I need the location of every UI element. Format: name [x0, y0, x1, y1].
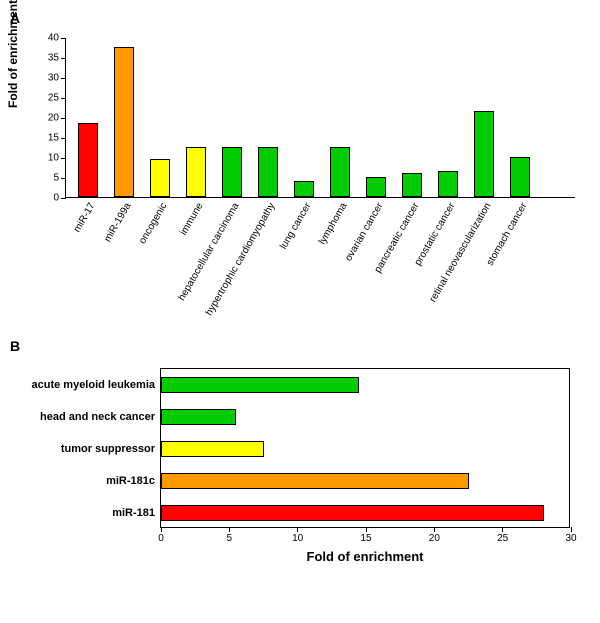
chart-a-ytick	[61, 138, 66, 139]
chart-b-bar	[161, 473, 469, 489]
chart-b-xticklabel: 10	[292, 533, 303, 544]
chart-a-yticklabel: 0	[53, 193, 59, 204]
chart-a-bar	[150, 159, 170, 197]
chart-a-xlabel: ovarian cancer	[343, 201, 385, 263]
chart-b: Fold of enrichment 0 5 10 15 20 25 30 acute mye…	[10, 358, 590, 578]
chart-a-xlabel: lymphoma	[317, 201, 350, 246]
chart-a-xlabel: miR-17	[72, 201, 98, 234]
chart-a-ytick	[61, 158, 66, 159]
chart-a-bar	[510, 157, 530, 197]
chart-a-yticklabel: 25	[48, 93, 59, 104]
chart-a-yticklabel: 20	[48, 113, 59, 124]
chart-a-bar	[294, 181, 314, 197]
chart-a-ytick	[61, 58, 66, 59]
chart-b-xticklabel: 15	[360, 533, 371, 544]
panel-b-label: B	[10, 338, 590, 354]
chart-b-ylabel: head and neck cancer	[40, 411, 155, 423]
chart-b-bar	[161, 377, 359, 393]
chart-a-yticklabel: 30	[48, 73, 59, 84]
chart-b-xtick	[502, 527, 503, 532]
chart-a-xlabel: stomach cancer	[485, 201, 530, 268]
chart-a-bar	[186, 147, 206, 197]
chart-a-ytick	[61, 38, 66, 39]
chart-b-ylabel: acute myeloid leukemia	[32, 379, 156, 391]
chart-b-xtick	[161, 527, 162, 532]
chart-a-ytick	[61, 98, 66, 99]
chart-a-bar	[474, 111, 494, 197]
chart-a-xlabel: oncogenic	[137, 201, 169, 246]
chart-a-ylabel: Fold of enrichment	[6, 0, 20, 108]
chart-b-plot: Fold of enrichment 051015202530acute mye…	[160, 368, 570, 528]
chart-a-ytick	[61, 78, 66, 79]
chart-a-yticklabel: 5	[53, 173, 59, 184]
chart-a-yticklabel: 40	[48, 33, 59, 44]
chart-b-xtick	[571, 527, 572, 532]
chart-b-xticklabel: 25	[497, 533, 508, 544]
chart-a-yticklabel: 10	[48, 153, 59, 164]
chart-b-bar	[161, 441, 264, 457]
chart-b-xtick	[229, 527, 230, 532]
chart-a-ytick	[61, 118, 66, 119]
chart-a-bar	[78, 123, 98, 197]
chart-a-bar	[258, 147, 278, 197]
panel-a-label: A	[10, 10, 590, 26]
chart-a-plot: 0510152025303540miR-17miR-199aoncogenici…	[65, 38, 575, 198]
chart-b-ylabel: miR-181	[112, 507, 155, 519]
chart-b-xticklabel: 0	[158, 533, 164, 544]
chart-b-xtick	[366, 527, 367, 532]
chart-b-ylabel: miR-181c	[106, 475, 155, 487]
chart-a-ytick	[61, 198, 66, 199]
chart-b-xticklabel: 20	[429, 533, 440, 544]
chart-b-bar	[161, 505, 544, 521]
chart-a-yticklabel: 15	[48, 133, 59, 144]
chart-a-xlabel: retinal neovascularization	[428, 201, 494, 304]
chart-a-xlabel: miR-199a	[102, 201, 133, 244]
chart-a-yticklabel: 35	[48, 53, 59, 64]
chart-a-bar	[438, 171, 458, 197]
chart-b-xlabel: Fold of enrichment	[307, 549, 424, 564]
chart-b-xticklabel: 5	[227, 533, 233, 544]
chart-a-bar	[402, 173, 422, 197]
chart-a: Fold of enrichment 0510152025303540miR-1…	[10, 28, 590, 338]
chart-a-xlabel: hypertrophic cardiomyopathy	[204, 201, 278, 318]
chart-a-xlabel: immune	[178, 201, 205, 237]
chart-b-xtick	[297, 527, 298, 532]
chart-a-bar	[330, 147, 350, 197]
chart-a-bar	[366, 177, 386, 197]
chart-a-ytick	[61, 178, 66, 179]
chart-b-xtick	[434, 527, 435, 532]
chart-a-xlabel: lung cancer	[278, 201, 313, 251]
chart-a-bar	[114, 47, 134, 197]
chart-b-xticklabel: 30	[565, 533, 576, 544]
chart-b-ylabel: tumor suppressor	[61, 443, 155, 455]
chart-b-bar	[161, 409, 236, 425]
chart-a-bar	[222, 147, 242, 197]
